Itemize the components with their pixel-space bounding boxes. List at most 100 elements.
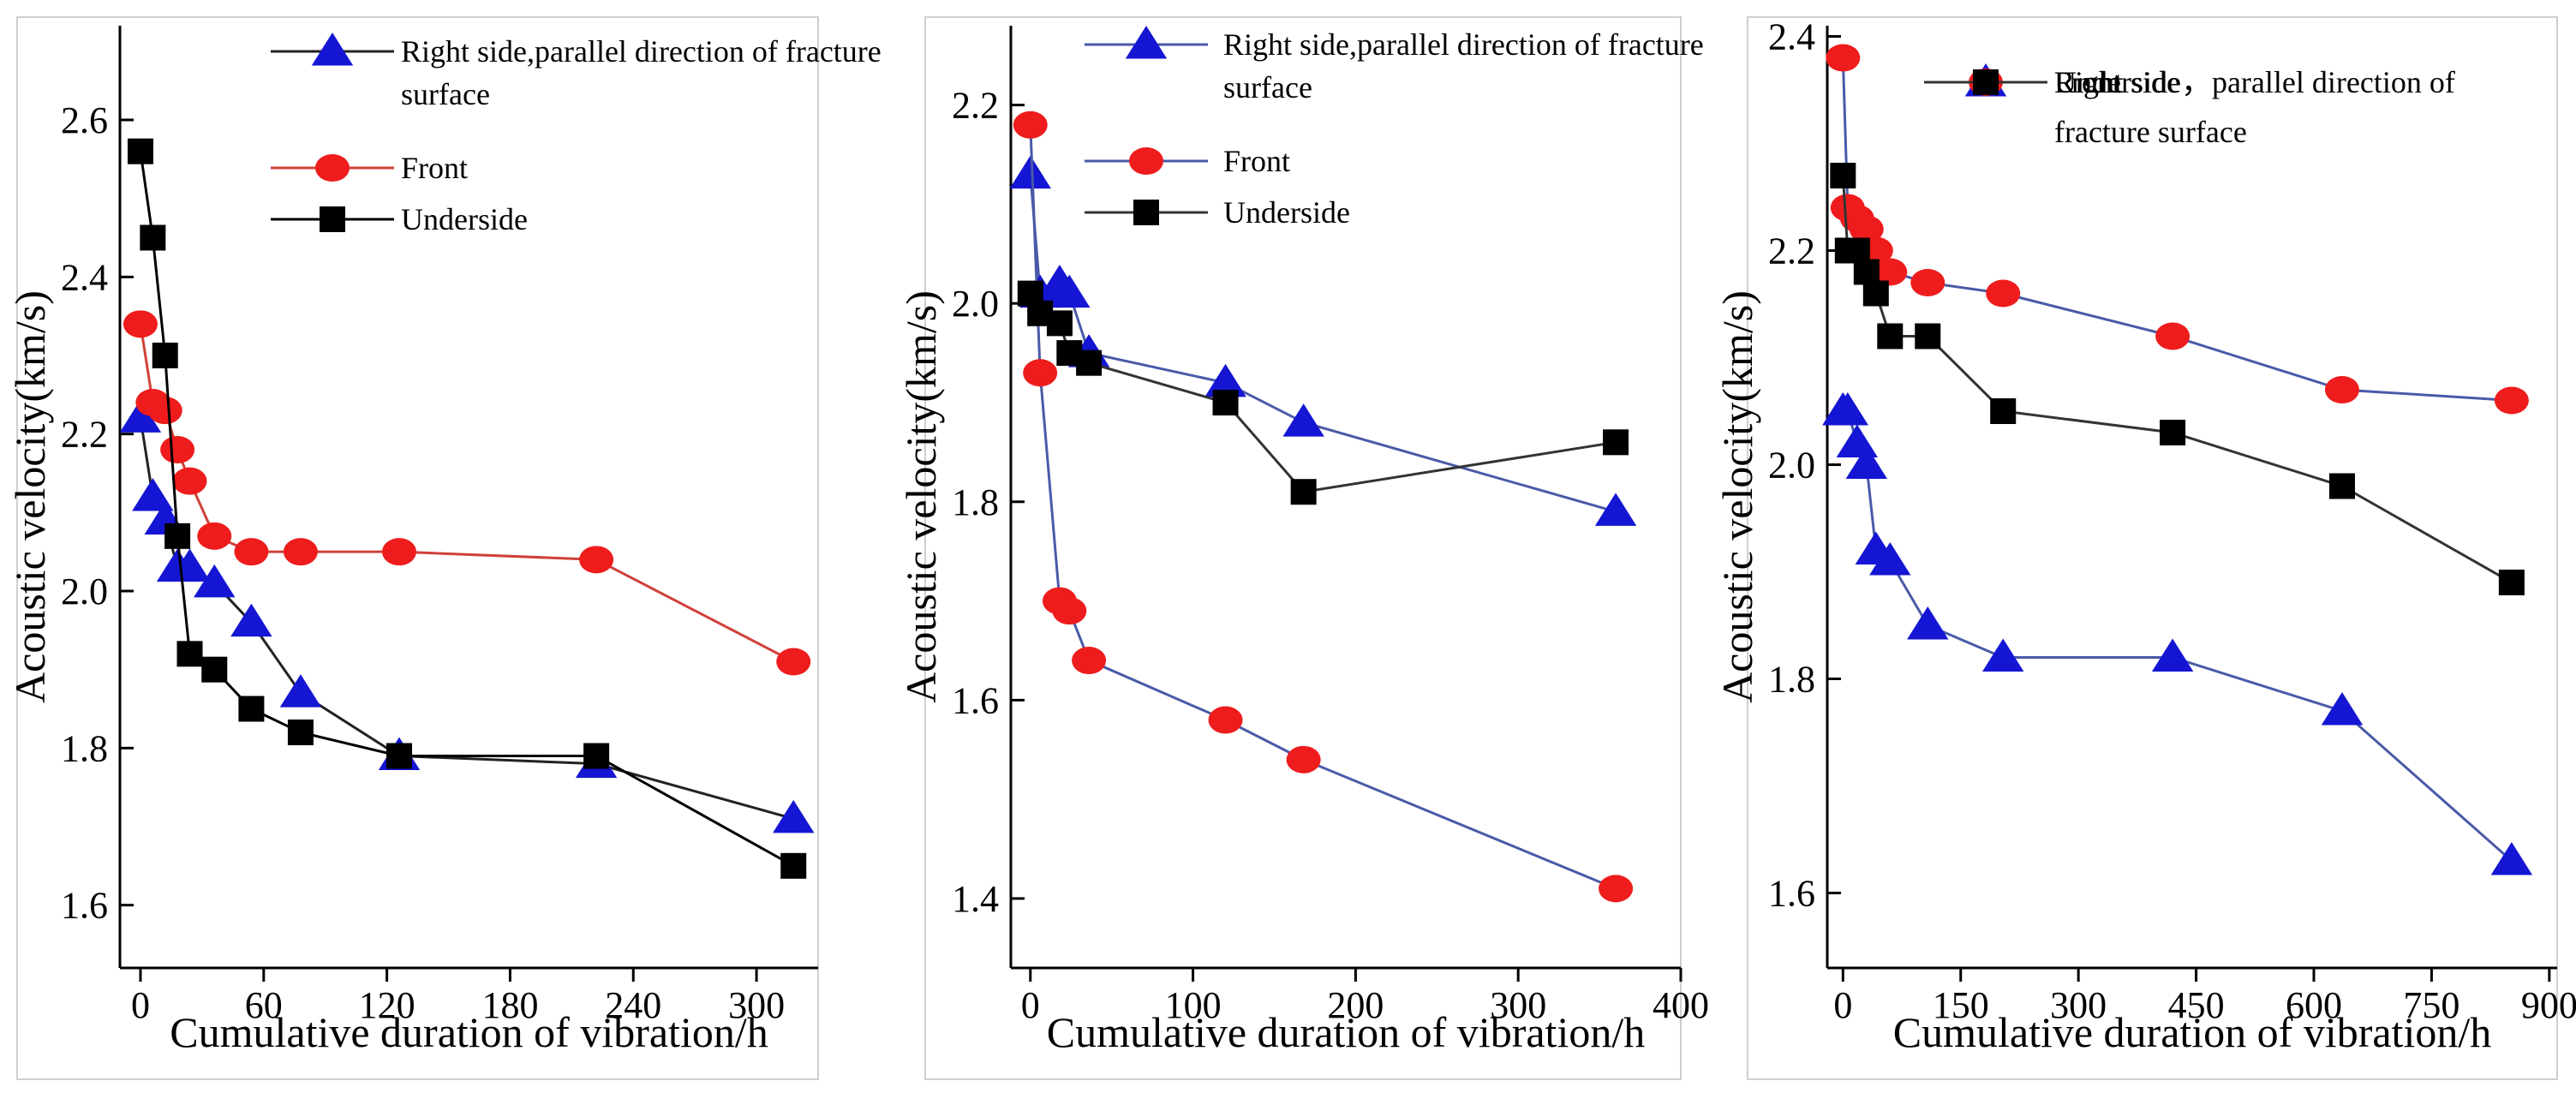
- x-tick-label: 600: [2286, 984, 2342, 1026]
- legend: Right side,parallel direction of fractur…: [271, 33, 882, 236]
- legend-marker: [1125, 26, 1168, 59]
- data-point: [169, 548, 211, 582]
- data-point: [1873, 258, 1908, 286]
- data-point: [382, 538, 416, 566]
- series-1: [1822, 392, 2533, 875]
- x-tick-label: 120: [359, 984, 415, 1026]
- data-point: [2151, 638, 2194, 672]
- legend-label: fracture surface: [2054, 115, 2247, 149]
- data-point: [1877, 323, 1904, 349]
- data-point: [2494, 386, 2529, 415]
- x-tick-label: 0: [1021, 984, 1040, 1026]
- data-point: [1594, 493, 1637, 526]
- data-point: [1023, 359, 1058, 387]
- data-point: [1282, 403, 1324, 437]
- data-point: [1915, 323, 1941, 349]
- data-point: [1845, 445, 1888, 479]
- series-3: [127, 138, 807, 879]
- data-point: [1907, 606, 1949, 640]
- x-axis-title: Cumulative duration of vibration/h: [1893, 1008, 2492, 1056]
- data-point: [172, 467, 207, 495]
- series-1: [119, 399, 815, 833]
- y-tick-label: 2.4: [61, 256, 108, 298]
- y-tick-label: 1.8: [1768, 659, 1815, 701]
- legend-marker: [1129, 147, 1163, 175]
- y-tick-label: 1.6: [952, 679, 999, 721]
- x-tick-label: 60: [245, 984, 283, 1026]
- panel-frame: [16, 16, 819, 1080]
- data-point: [1290, 479, 1317, 505]
- x-tick-label: 300: [2050, 984, 2107, 1026]
- x-axis-title: Cumulative duration of vibration/h: [1047, 1008, 1646, 1056]
- data-point: [1982, 638, 2024, 672]
- data-point: [123, 310, 158, 338]
- panel-frame: [1747, 16, 2558, 1080]
- series-line: [139, 418, 794, 821]
- data-point: [230, 603, 272, 637]
- legend-label: surface: [1223, 70, 1312, 105]
- y-tick-label: 1.6: [61, 885, 108, 927]
- legend-marker: [320, 206, 345, 232]
- series-line: [1841, 175, 2513, 584]
- y-tick-label: 2.0: [952, 283, 999, 325]
- y-tick-label: 1.8: [61, 727, 108, 769]
- data-point: [197, 522, 232, 550]
- series-3: [1017, 280, 1629, 505]
- data-point: [1599, 875, 1634, 903]
- data-point: [287, 720, 314, 745]
- series-2: [1826, 44, 2529, 415]
- data-point: [1830, 163, 1856, 188]
- data-point: [1869, 542, 1911, 576]
- data-point: [160, 436, 195, 463]
- legend-entry-3: Underside，parallel direction of fracture …: [1924, 65, 2455, 149]
- legend-marker: [1133, 200, 1159, 225]
- legend-entry-2: Front: [1085, 144, 1290, 178]
- panel-frame: [924, 16, 1682, 1080]
- data-point: [279, 674, 322, 708]
- data-point: [583, 743, 610, 769]
- data-point: [238, 696, 265, 722]
- x-tick-label: 300: [1490, 984, 1546, 1026]
- data-point: [234, 538, 269, 566]
- data-point: [1862, 280, 1889, 307]
- legend-label: Front: [2054, 65, 2121, 99]
- y-tick-label: 2.2: [952, 85, 999, 127]
- data-point: [2498, 570, 2525, 595]
- data-point: [2490, 842, 2533, 875]
- legend: Right side,parallel direction of fractur…: [1085, 26, 1704, 230]
- data-point: [1076, 349, 1103, 376]
- x-tick-label: 450: [2168, 984, 2225, 1026]
- x-tick-label: 100: [1165, 984, 1222, 1026]
- series-line: [139, 324, 794, 663]
- y-tick-label: 2.4: [1768, 16, 1815, 58]
- data-point: [776, 648, 811, 676]
- data-point: [1826, 44, 1861, 72]
- data-point: [1986, 279, 2021, 308]
- y-axis-title: Acoustic velocity(km/s): [6, 290, 54, 703]
- x-tick-label: 750: [2403, 984, 2459, 1026]
- data-point: [780, 852, 807, 879]
- legend-label: Right side,parallel direction of fractur…: [1223, 27, 1704, 62]
- data-point: [132, 478, 174, 511]
- series-3: [1830, 163, 2525, 595]
- data-point: [1049, 274, 1091, 308]
- data-point: [1849, 215, 1884, 243]
- series-line: [1029, 124, 1617, 890]
- x-tick-label: 0: [131, 984, 150, 1026]
- data-point: [140, 224, 166, 251]
- chart-panel-3: 1.6 1.8 2.0 2.2 2.4 0 150 300 450 600 750 900 Cumula…: [1713, 16, 2576, 1080]
- data-point: [119, 399, 162, 433]
- legend-entry-1: Right side,parallel direction of fractur…: [1085, 26, 1704, 105]
- data-point: [147, 397, 182, 425]
- legend-label: Underside: [401, 202, 528, 236]
- x-axis-title: Cumulative duration of vibration/h: [170, 1008, 768, 1056]
- data-point: [1836, 424, 1879, 457]
- legend-label: Right side: [2054, 65, 2180, 99]
- legend-label: Front: [401, 151, 468, 185]
- series-2: [123, 310, 811, 676]
- data-point: [386, 743, 412, 769]
- data-point: [176, 641, 203, 667]
- data-point: [194, 564, 236, 598]
